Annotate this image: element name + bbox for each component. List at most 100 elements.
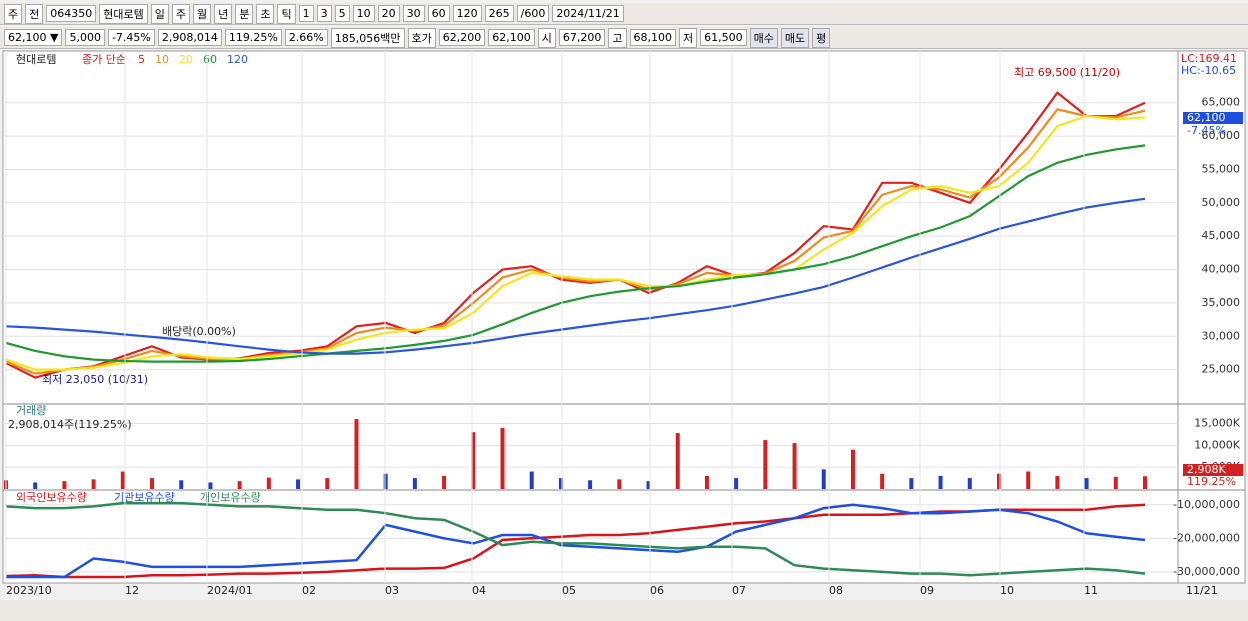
toolbar-item: 월 — [192, 3, 212, 24]
toolbar-item: 60 — [427, 5, 450, 22]
y-tick-label: 55,000 — [1202, 162, 1241, 175]
quote-item: 5,000 — [65, 29, 105, 46]
volume-bar — [208, 482, 213, 489]
legend-entry: 5 — [138, 53, 145, 66]
x-tick-label: 06 — [650, 584, 664, 597]
quote-bar: 62,100 ▼ 5,000 -7.45% 2,908,014 119.25% 2.66%… — [0, 27, 1248, 49]
scrollbar[interactable] — [0, 600, 1248, 621]
y-tick-label: 50,000 — [1202, 196, 1241, 209]
volume-bar — [33, 482, 38, 489]
quote-item: 68,100 — [629, 29, 676, 46]
quote-item: 61,500 — [700, 29, 747, 46]
quote-item: 저 — [679, 27, 698, 48]
legend-entry: 개인보유수량 — [200, 491, 261, 504]
x-tick-label: 03 — [385, 584, 399, 597]
toolbar-item: 20 — [377, 5, 400, 22]
volume-bar — [1084, 478, 1089, 489]
panel-title: 현대로템 — [16, 53, 56, 66]
corner-label: HC:-10.65 — [1181, 64, 1236, 77]
toolbar-item: 전 — [25, 3, 44, 24]
volume-bar — [734, 478, 739, 489]
quote-item: 2,908,014 — [157, 29, 222, 46]
toolbar-item: 30 — [402, 5, 425, 22]
volume-bar — [529, 471, 534, 489]
toolbar-item: 주 — [171, 3, 190, 24]
x-tick-label: 05 — [562, 584, 576, 597]
y-tick-label: 35,000 — [1202, 296, 1241, 309]
change-tag: -7.45% — [1187, 124, 1226, 137]
volume-bar — [704, 475, 709, 489]
toolbar-item: /600 — [516, 5, 550, 22]
toolbar-item: 10 — [352, 5, 375, 22]
quote-item: 119.25% — [224, 29, 282, 46]
volume-bar — [325, 478, 330, 489]
volume-bar — [763, 440, 768, 489]
x-end-label: 11/21 — [1186, 584, 1218, 597]
volume-bar — [909, 478, 914, 489]
order-button[interactable]: 매수 — [749, 27, 778, 48]
x-tick-label: 10 — [1000, 584, 1014, 597]
y-tick-label: 15,000K — [1194, 416, 1240, 429]
volume-bar — [237, 481, 242, 489]
line-series — [5, 501, 1146, 577]
y-tick-label: 60,000 — [1202, 129, 1241, 142]
legend-entry: 120 — [227, 53, 248, 66]
toolbar-item: 현대로템 — [99, 3, 148, 24]
y-tick-label: 30,000 — [1202, 329, 1241, 342]
volume-bar — [675, 433, 680, 489]
x-tick-label: 02 — [302, 584, 316, 597]
volume-bar — [617, 479, 622, 489]
volume-bar — [1055, 475, 1060, 489]
legend-entry: 60 — [203, 53, 217, 66]
toolbar-item: 3 — [316, 5, 332, 22]
legend-entry: 10 — [155, 53, 169, 66]
volume-tag: 2,908K — [1187, 463, 1226, 476]
toolbar-item: 틱 — [277, 3, 296, 24]
volume-bar — [967, 478, 972, 489]
volume-bar — [558, 478, 563, 489]
quote-item: 62,200 — [438, 29, 486, 46]
legend-entry: 20 — [179, 53, 193, 66]
x-tick-label: 08 — [829, 584, 843, 597]
volume-bar — [412, 478, 417, 489]
y-tick-label: 25,000 — [1202, 363, 1241, 376]
volume-bar — [354, 419, 359, 489]
panel-title: 거래량 — [16, 404, 46, 417]
quote-item: 2.66% — [284, 29, 328, 46]
y-tick-label: -10,000,000 — [1173, 498, 1240, 511]
y-tick-label: 10,000K — [1194, 438, 1240, 451]
line-series — [6, 503, 1146, 579]
volume-bar — [471, 432, 476, 489]
line-series — [5, 144, 1146, 363]
toolbar-item: 265 — [484, 5, 514, 22]
toolbar-item: 초 — [256, 3, 275, 24]
volume-bar — [938, 475, 943, 489]
volume-bar — [646, 481, 651, 489]
x-tick-label: 09 — [920, 584, 934, 597]
toolbar-item: 1 — [298, 5, 314, 22]
toolbar: 주 전 064350 현대로템 일 주 월 년 분 초 틱 1 3 5 10 20 30 60 120 265/600… — [0, 3, 1248, 25]
volume-bar — [821, 469, 826, 489]
y-tick-label: -20,000,000 — [1173, 531, 1240, 544]
order-button[interactable]: 매도 — [780, 27, 810, 48]
quote-item: 시 — [537, 27, 556, 48]
legend-entry: 기관보유수량 — [114, 491, 175, 504]
volume-bar — [62, 481, 67, 489]
volume-bar — [880, 473, 885, 489]
order-button[interactable]: 평 — [812, 27, 831, 48]
annotation-div: 배당락(0.00%) — [162, 325, 236, 338]
x-tick-label: 07 — [732, 584, 746, 597]
volume-bar — [150, 478, 155, 489]
quote-item: -7.45% — [107, 29, 155, 46]
volume-bar — [1026, 471, 1031, 489]
line-series — [5, 114, 1146, 371]
quote-item: 62,100 — [488, 29, 535, 46]
volume-bar — [296, 479, 301, 489]
volume-bar — [1143, 476, 1147, 489]
volume-bar — [179, 480, 184, 489]
x-tick-label: 04 — [472, 584, 486, 597]
toolbar-item: 064350 — [46, 5, 97, 22]
line-series — [5, 197, 1146, 355]
y-tick-label: 40,000 — [1202, 263, 1241, 276]
